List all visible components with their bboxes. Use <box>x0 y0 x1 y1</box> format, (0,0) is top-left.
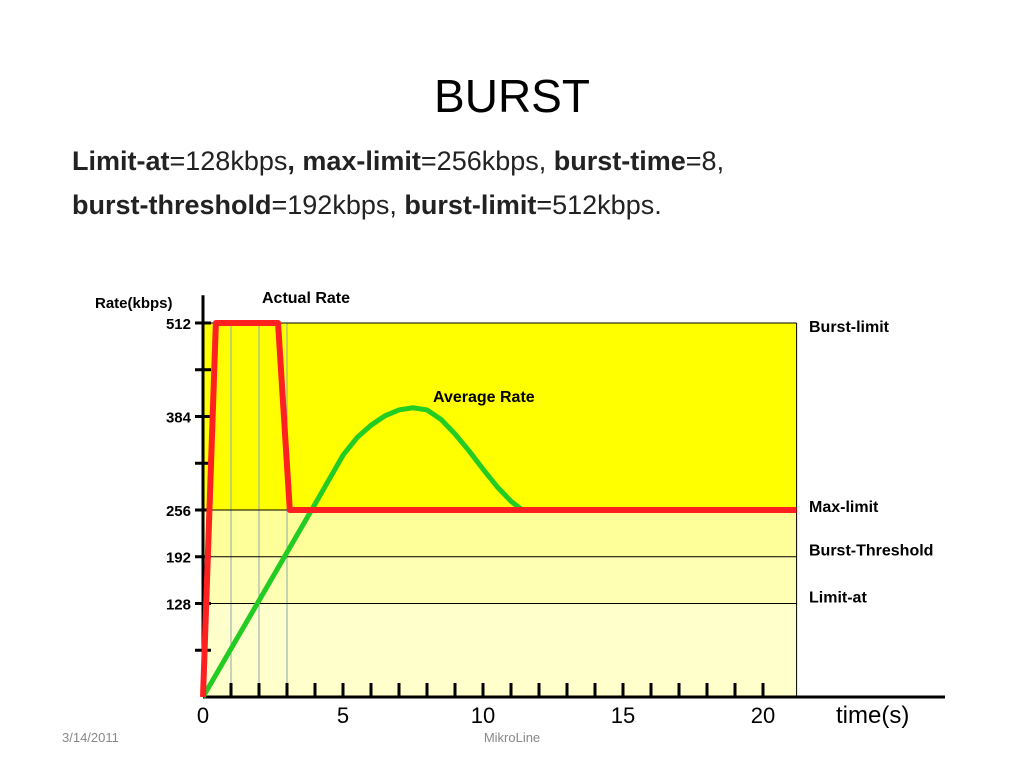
band <box>203 509 797 557</box>
footer-date: 3/14/2011 <box>62 730 119 745</box>
description-segment: burst-limit <box>404 190 536 220</box>
description-segment: burst-time <box>554 146 686 176</box>
y-axis-label: Rate(kbps) <box>95 295 173 312</box>
description-segment: =192kbps, <box>272 190 405 220</box>
description-segment: Limit-at <box>72 146 170 176</box>
slide-title: BURST <box>434 70 590 122</box>
description-segment: =8, <box>686 146 724 176</box>
band <box>203 322 797 510</box>
y-tick-label: 512 <box>166 316 191 333</box>
y-tick-label: 192 <box>166 550 191 567</box>
reference-label: Burst-limit <box>809 319 890 336</box>
series-label: Average Rate <box>433 389 535 406</box>
reference-label: Limit-at <box>809 589 867 606</box>
band <box>203 556 797 604</box>
x-tick-label: 5 <box>337 703 349 728</box>
description-line: burst-threshold=192kbps, burst-limit=512… <box>72 190 662 220</box>
band <box>203 603 797 697</box>
x-tick-label: 20 <box>751 703 775 728</box>
description-segment: , max-limit <box>287 146 421 176</box>
description-segment: burst-threshold <box>72 190 272 220</box>
description-segment: =128kbps <box>170 146 288 176</box>
reference-label: Max-limit <box>809 499 879 516</box>
y-tick-label: 128 <box>166 596 191 613</box>
x-tick-label: 10 <box>471 703 495 728</box>
x-tick-label: 0 <box>197 703 209 728</box>
y-tick-label: 384 <box>166 409 192 426</box>
series-line <box>200 319 797 698</box>
x-tick-label: 15 <box>611 703 635 728</box>
description-segment: =512kbps. <box>536 190 661 220</box>
series-label: Actual Rate <box>262 290 350 307</box>
description-segment: =256kbps, <box>421 146 554 176</box>
description-line: Limit-at=128kbps, max-limit=256kbps, bur… <box>72 146 724 176</box>
footer-center: MikroLine <box>484 730 540 745</box>
x-axis-label: time(s) <box>836 702 909 729</box>
y-tick-label: 256 <box>166 503 191 520</box>
reference-label: Burst-Threshold <box>809 543 933 560</box>
series-line <box>200 405 524 699</box>
